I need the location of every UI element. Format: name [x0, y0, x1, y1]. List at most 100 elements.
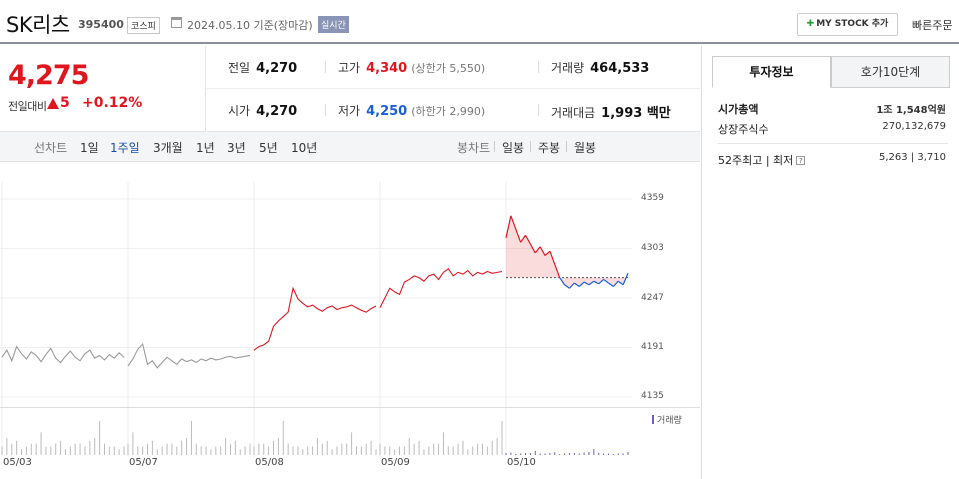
y-tick-label: 4359 [641, 193, 664, 203]
price-line-segment [529, 243, 536, 254]
change-label: 전일대비 [8, 100, 47, 113]
plus-icon: ✚ [806, 19, 815, 29]
price-chart[interactable] [0, 162, 700, 479]
price-line-segment [622, 273, 629, 285]
price-line-segment [593, 280, 600, 285]
line-chart-label: 선차트 [34, 141, 68, 155]
x-tick-label: 05/07 [129, 457, 158, 468]
stat-label: 거래대금 [551, 106, 596, 120]
market-badge: 코스피 [127, 17, 160, 34]
y-tick-label: 4135 [641, 391, 664, 401]
price-change-pct: +0.12% [82, 95, 143, 111]
price-line-segment [578, 281, 585, 287]
stat-value: 4,270 [256, 61, 298, 76]
stat-label: 고가 [338, 61, 361, 75]
market-cap-row: 시가총액 1조 1,548억원 [718, 101, 948, 117]
stock-code: 395400 [78, 18, 124, 31]
tab-period-3m[interactable]: 3개월 [153, 141, 183, 155]
price-stats: 전일 4,270 고가 4,340 (상한가 5,550) 거래량 464,533 시가… [207, 46, 700, 132]
tab-candle-weekly[interactable]: 주봉 [538, 141, 561, 155]
stat-low: 저가 4,250 (하한가 2,990) [338, 102, 485, 119]
price-line-segment [588, 280, 595, 286]
price-line-segment [544, 250, 551, 257]
up-arrow-icon [47, 98, 59, 109]
price-line-segment [534, 246, 541, 254]
quick-order-button[interactable]: 빠른주문 [912, 19, 953, 32]
calendar-icon [171, 17, 182, 28]
candle-chart-label: 봉차트 [457, 141, 491, 155]
stat-volume: 거래량 464,533 [551, 59, 649, 76]
tab-candle-daily[interactable]: 일봉 [502, 141, 525, 155]
price-line-segment [510, 215, 517, 230]
chart-period-tabs: 선차트 1일 1주일 3개월 1년 3년 5년 10년 봉차트 일봉 주봉 월봉 [0, 132, 700, 162]
stock-header: SK리츠 395400 코스피 2024.05.10 기준(장마감) 실시간 ✚… [0, 0, 959, 44]
tab-candle-monthly[interactable]: 월봉 [574, 141, 597, 155]
tab-period-5y[interactable]: 5년 [259, 141, 278, 155]
price-line-segment [520, 234, 527, 243]
week52-value: 5,263 | 3,710 [879, 152, 946, 163]
base-date: 2024.05.10 기준(장마감) [187, 19, 313, 32]
realtime-button[interactable]: 실시간 [318, 16, 349, 33]
price-line-segment [559, 277, 566, 286]
price-line-segment [573, 282, 580, 287]
price-line-segment [598, 278, 605, 285]
stat-value: 464,533 [590, 61, 650, 76]
x-tick-label: 05/03 [3, 457, 32, 468]
price-line-segment [549, 250, 556, 265]
price-line-segment [608, 282, 614, 287]
price-line-segment [617, 280, 624, 286]
stat-label: 거래량 [551, 61, 585, 75]
week52-label-text: 52주최고 | 최저 [718, 154, 794, 167]
listed-shares-label: 상장주식수 [718, 123, 769, 136]
price-line-05-08 [253, 286, 377, 351]
price-line-segment [505, 215, 512, 239]
stat-value: 4,270 [256, 104, 298, 119]
listed-shares-row: 상장주식수 270,132,679 [718, 121, 948, 137]
x-tick-label: 05/08 [255, 457, 284, 468]
tab-orderbook-10[interactable]: 호가10단계 [831, 56, 950, 88]
tab-period-10y[interactable]: 10년 [291, 141, 318, 155]
price-line-05-07 [127, 342, 251, 369]
tab-period-1w[interactable]: 1주일 [110, 141, 140, 155]
investment-info-panel: 투자정보 호가10단계 시가총액 1조 1,548억원 상장주식수 270,13… [701, 46, 959, 479]
upper-limit: (상한가 5,550) [411, 62, 486, 75]
help-icon[interactable]: ? [796, 156, 806, 165]
stat-label: 전일 [228, 61, 251, 75]
price-line-segment [524, 234, 531, 245]
stat-label: 저가 [338, 104, 361, 118]
tab-period-1d[interactable]: 1일 [80, 141, 99, 155]
price-line-segment [515, 228, 522, 243]
price-area-up [506, 215, 628, 289]
y-tick-label: 4191 [641, 342, 664, 352]
stat-value: 4,340 [366, 61, 408, 76]
price-line-segment [612, 280, 619, 287]
price-chart-svg [0, 182, 632, 457]
stat-prev-close: 전일 4,270 [228, 59, 297, 76]
volume-area [0, 407, 700, 455]
stat-value: 1,993 백만 [601, 106, 671, 121]
x-tick-label: 05/09 [381, 457, 410, 468]
price-line-segment [564, 284, 570, 289]
tab-period-3y[interactable]: 3년 [227, 141, 246, 155]
lower-limit: (하한가 2,990) [411, 105, 486, 118]
add-my-stock-button[interactable]: ✚ MY STOCK 추가 [797, 13, 898, 36]
price-line-segment [583, 281, 590, 286]
y-tick-label: 4247 [641, 293, 664, 303]
y-tick-label: 4303 [641, 243, 664, 253]
stock-name: SK리츠 [6, 13, 70, 37]
price-line-segment [603, 278, 609, 284]
listed-shares-value: 270,132,679 [882, 121, 946, 132]
current-price: 4,275 [8, 60, 89, 91]
stat-amount: 거래대금 1,993 백만 [551, 102, 671, 121]
price-change: 5 [60, 95, 70, 111]
volume-legend: 거래량 [652, 413, 682, 426]
add-my-stock-label: MY STOCK 추가 [816, 19, 889, 29]
stat-value: 4,250 [366, 104, 408, 119]
week52-label: 52주최고 | 최저? [718, 152, 806, 168]
price-line-05-09 [379, 268, 503, 308]
price-line-segment [539, 246, 546, 256]
tab-period-1y[interactable]: 1년 [196, 141, 215, 155]
stat-high: 고가 4,340 (상한가 5,550) [338, 59, 485, 76]
stat-open: 시가 4,270 [228, 102, 297, 119]
tab-investment-info[interactable]: 투자정보 [712, 56, 831, 88]
